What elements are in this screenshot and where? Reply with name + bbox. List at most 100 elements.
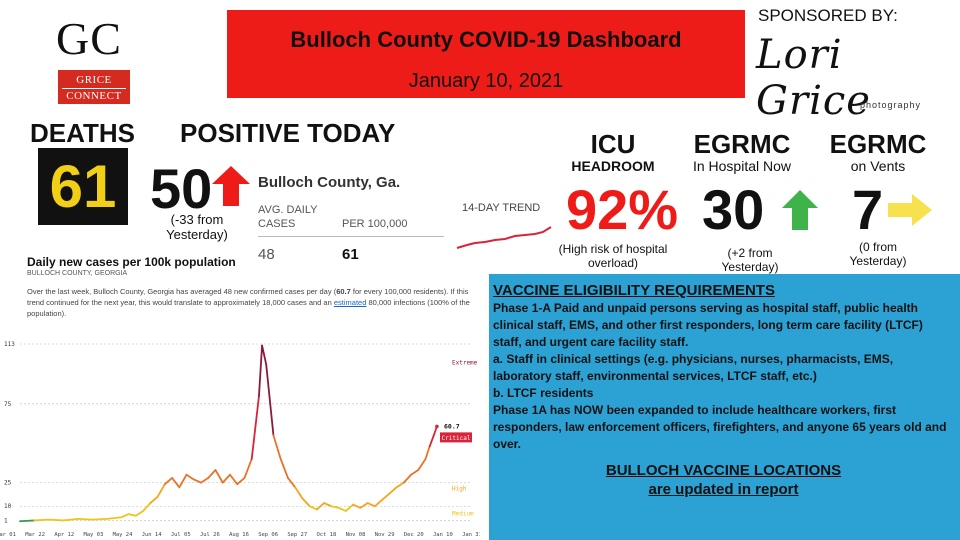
x-tick-label: Jul 26	[200, 532, 220, 538]
egrmc-vents-note-line2: Yesterday)	[849, 254, 907, 268]
series-segment	[236, 476, 246, 486]
vaccine-locations-line1[interactable]: BULLOCH VACCINE LOCATIONS	[605, 462, 842, 479]
per-100k-header: PER 100,000	[342, 218, 408, 230]
egrmc-vents-title: EGRMC	[829, 129, 927, 159]
series-segment	[402, 473, 412, 484]
series-segment	[261, 344, 268, 366]
series-segment	[287, 476, 297, 489]
series-segment	[352, 503, 362, 509]
series-segment	[330, 505, 340, 509]
series-segment	[229, 473, 239, 486]
logo-letters: GC	[56, 13, 122, 64]
x-tick-label: Apr 12	[54, 532, 74, 538]
vaccine-info-panel: VACCINE ELIGIBILITY REQUIREMENTS Phase 1…	[489, 274, 960, 540]
egrmc-vents-note: (0 from Yesterday)	[818, 240, 938, 268]
icu-note: (High risk of hospital overload)	[548, 242, 678, 270]
series-segment	[417, 458, 427, 471]
estimated-link[interactable]: estimated	[333, 298, 367, 307]
chart-title: Daily new cases per 100k population	[27, 255, 236, 269]
x-tick-label: Dec 20	[404, 532, 424, 538]
deaths-value: 61	[49, 153, 117, 220]
stats-divider	[258, 236, 444, 237]
avg-daily-cases-header: AVG. DAILY CASES	[258, 203, 318, 231]
x-tick-label: May 03	[83, 532, 103, 538]
desc-part-d: 80,000 infections (100% of the populatio…	[27, 298, 470, 318]
avg-daily-header-line1: AVG. DAILY	[258, 204, 318, 216]
logo-brand-box: GRICE CONNECT	[58, 70, 130, 104]
dashboard-date: January 10, 2021	[408, 70, 564, 92]
icu-value: 92%	[566, 178, 679, 241]
x-tick-label: Sep 06	[258, 532, 278, 538]
county-stats-panel: Bulloch County, Ga. AVG. DAILY CASES PER…	[258, 174, 444, 263]
zone-label: High	[452, 485, 467, 492]
series-segment	[381, 492, 391, 501]
series-segment	[134, 510, 145, 517]
series-segment	[19, 519, 36, 523]
positive-change-line1: (-33 from	[170, 212, 224, 227]
dashboard-title: Bulloch County COVID-19 Dashboard	[290, 27, 682, 52]
vaccine-phase-1a-expanded: Phase 1A has NOW been expanded to includ…	[493, 403, 947, 451]
series-segment	[359, 502, 369, 509]
icu-headroom-panel: ICU HEADROOM	[548, 130, 678, 174]
per-100k-value: 61	[342, 246, 359, 263]
avg-daily-cases-value: 48	[258, 246, 275, 263]
x-tick-label: Mar 22	[25, 532, 45, 538]
cases-per-100k-chart: 1 10 25 75 113 Mar 01 Mar 22 Apr 12 May 03 May 24…	[0, 341, 480, 538]
latest-value-label: 60.7	[444, 422, 460, 430]
up-arrow-icon	[212, 166, 250, 206]
right-arrow-icon	[888, 194, 932, 226]
deaths-label: DEATHS	[30, 118, 135, 148]
series-segment	[156, 483, 166, 498]
y-tick-label: 113	[4, 341, 15, 348]
series-segment	[33, 518, 50, 522]
x-tick-label: Mar 01	[0, 532, 16, 538]
series-segment	[127, 513, 137, 517]
series-segment	[48, 518, 65, 522]
series-segment	[265, 363, 275, 437]
y-tick-label: 10	[4, 503, 12, 510]
series-segment	[105, 516, 123, 520]
series-segment	[192, 478, 202, 484]
series-segment	[315, 502, 326, 511]
series-segment	[323, 502, 333, 508]
sponsor-name: Lori Grice	[756, 32, 871, 124]
series-segment	[424, 445, 431, 460]
icu-title: ICU	[590, 129, 636, 159]
positive-today-value: 50	[150, 157, 213, 220]
egrmc-hospital-title: EGRMC	[693, 129, 791, 159]
series-segment	[294, 486, 304, 500]
series-segment	[207, 469, 217, 479]
x-tick-label: Jan 31	[462, 532, 480, 538]
trend-label: 14-DAY TREND	[462, 202, 541, 214]
series-segment	[149, 495, 159, 504]
vaccine-locations-link[interactable]: BULLOCH VACCINE LOCATIONS are updated in…	[493, 461, 954, 499]
logo-line2: CONNECT	[62, 88, 126, 103]
series-segment	[221, 473, 231, 484]
series-segment	[337, 506, 347, 512]
y-tick-label: 75	[4, 401, 12, 408]
y-tick-label: 1	[4, 517, 8, 524]
x-tick-label: Sep 27	[287, 532, 307, 538]
series-segment	[178, 473, 188, 489]
vaccine-phase-1a: Phase 1-A Paid and unpaid persons servin…	[493, 301, 923, 349]
icu-note-line2: overload)	[587, 256, 639, 270]
desc-part-c: for every 100,000 residents). If this tr…	[27, 287, 469, 307]
series-segment	[77, 517, 94, 521]
vaccine-heading: VACCINE ELIGIBILITY REQUIREMENTS	[493, 282, 775, 299]
egrmc-vents-subtitle: on Vents	[850, 158, 906, 174]
latest-point	[435, 424, 439, 429]
series-segment	[171, 476, 181, 489]
x-tick-label: Nov 29	[375, 532, 395, 538]
egrmc-vents-panel: EGRMC on Vents	[818, 130, 938, 174]
sponsor-tagline: photography	[860, 100, 922, 110]
x-tick-label: Nov 08	[346, 532, 366, 538]
series-segment	[344, 503, 355, 512]
icu-subtitle: HEADROOM	[571, 158, 655, 174]
egrmc-hospital-note: (+2 from Yesterday)	[690, 246, 810, 274]
series-segment	[185, 473, 195, 481]
positive-today-change: (-33 from Yesterday)	[152, 212, 242, 242]
x-tick-label: May 24	[113, 532, 134, 538]
desc-highlight: 60.7	[336, 287, 351, 296]
x-tick-label: Oct 18	[316, 532, 336, 538]
vaccine-locations-line2[interactable]: are updated in report	[648, 481, 799, 498]
